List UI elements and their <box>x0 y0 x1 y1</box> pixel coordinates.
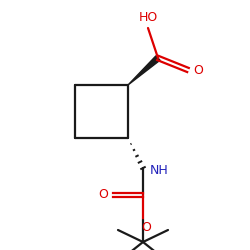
Text: HO: HO <box>138 11 158 24</box>
Text: O: O <box>98 188 108 202</box>
Text: NH: NH <box>150 164 169 176</box>
Polygon shape <box>128 56 160 85</box>
Text: O: O <box>141 221 151 234</box>
Text: O: O <box>193 64 203 76</box>
